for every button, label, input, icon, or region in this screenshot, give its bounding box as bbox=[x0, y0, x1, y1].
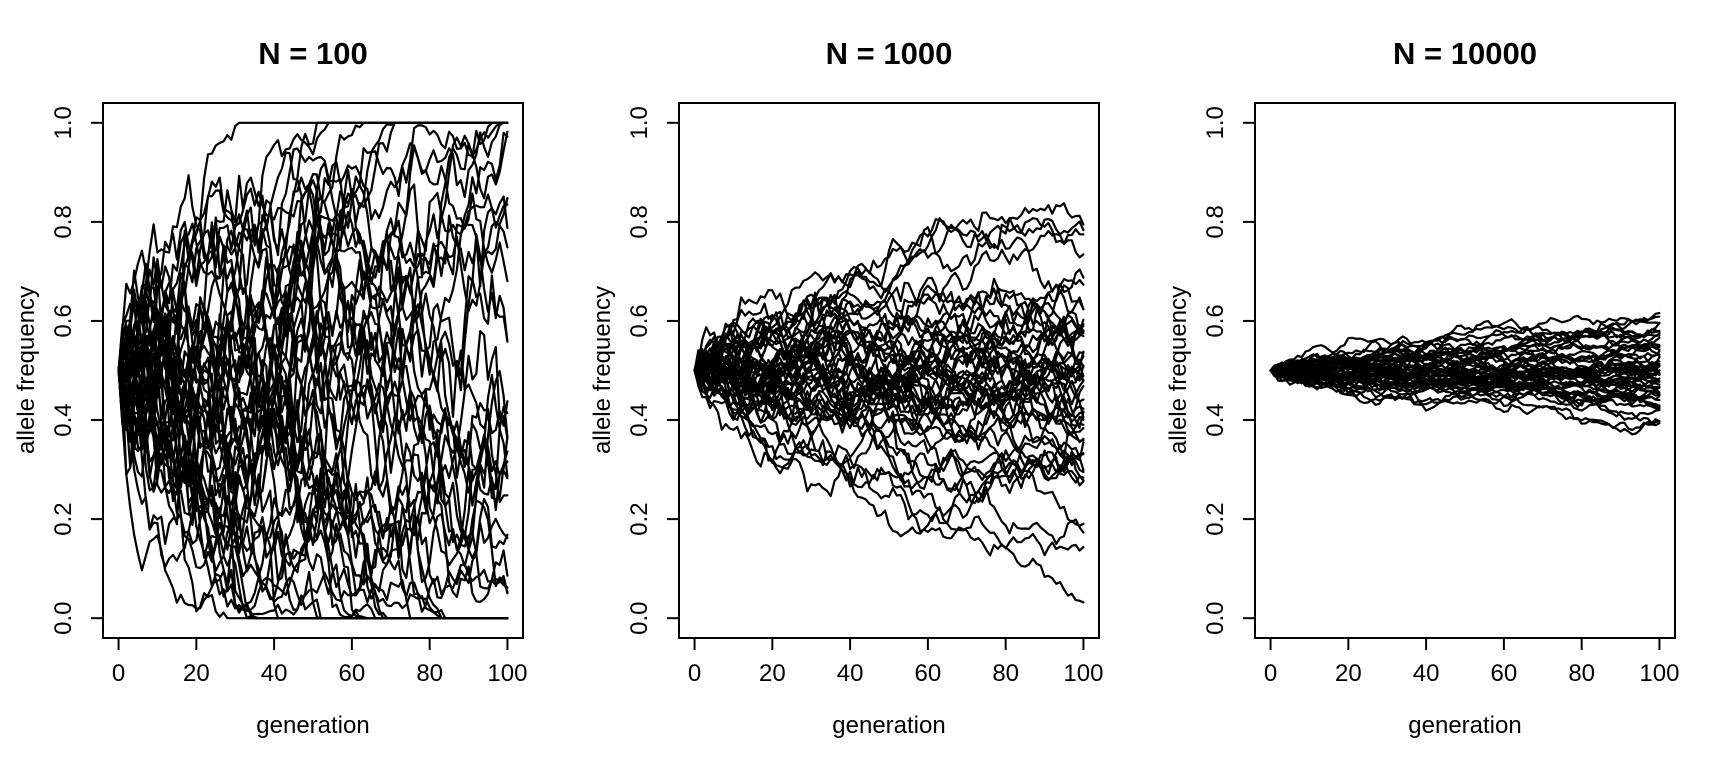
plot-box bbox=[678, 102, 1100, 639]
drift-plot-n10000: 0 20 40 60 80 100 0.0 0.2 0.4 0.6 0.8 1.0 N = 10000… bbox=[1165, 36, 1679, 739]
trajectory-line bbox=[693, 323, 1085, 437]
y-tick-label: 0.4 bbox=[626, 403, 653, 436]
trajectories-layer-0 bbox=[117, 121, 509, 620]
trajectory-line bbox=[117, 184, 509, 490]
trajectory-line bbox=[117, 214, 509, 449]
x-tick-label: 100 bbox=[487, 660, 527, 687]
x-tick-label: 40 bbox=[1413, 660, 1440, 687]
x-tick-label: 100 bbox=[1063, 660, 1103, 687]
x-tick-label: 60 bbox=[1491, 660, 1518, 687]
x-tick-label: 40 bbox=[837, 660, 864, 687]
y-tick-label: 0.2 bbox=[1202, 502, 1229, 535]
trajectory-line bbox=[693, 316, 1085, 400]
plot-box bbox=[102, 102, 524, 639]
trajectory-line bbox=[693, 317, 1085, 534]
trajectory-line bbox=[117, 197, 509, 481]
y-tick-label: 0.6 bbox=[50, 304, 77, 337]
x-tick-label: 80 bbox=[992, 660, 1019, 687]
x-tick-label: 100 bbox=[1639, 660, 1679, 687]
trajectory-line bbox=[693, 360, 1085, 443]
trajectory-line bbox=[1269, 339, 1661, 374]
trajectory-line bbox=[117, 193, 509, 439]
trajectory-line bbox=[693, 311, 1085, 467]
trajectory-line bbox=[693, 369, 1085, 504]
trajectories-layer-1 bbox=[693, 202, 1085, 604]
axes-layer-0: 0 20 40 60 80 100 0.0 0.2 0.4 0.6 0.8 1.0 bbox=[50, 102, 527, 687]
y-tick-label: 0.2 bbox=[50, 502, 77, 535]
plot-box bbox=[1254, 102, 1676, 639]
axes-layer-2: 0 20 40 60 80 100 0.0 0.2 0.4 0.6 0.8 1.0 bbox=[1202, 102, 1679, 687]
trajectory-line bbox=[117, 121, 509, 379]
panel-n-10000: 0 20 40 60 80 100 0.0 0.2 0.4 0.6 0.8 1.0 N = 10000… bbox=[1152, 0, 1728, 768]
x-tick-label: 40 bbox=[261, 660, 288, 687]
trajectory-line bbox=[693, 353, 1085, 604]
trajectory-line bbox=[1269, 357, 1661, 404]
trajectory-line bbox=[1269, 353, 1661, 389]
trajectory-line bbox=[117, 161, 509, 379]
x-tick-label: 0 bbox=[688, 660, 701, 687]
panel-n-1000: 0 20 40 60 80 100 0.0 0.2 0.4 0.6 0.8 1.0 N = 1000 … bbox=[576, 0, 1152, 768]
panel-title: N = 10000 bbox=[1393, 36, 1537, 71]
x-axis-label: generation bbox=[1408, 712, 1521, 739]
x-tick-label: 0 bbox=[1264, 660, 1277, 687]
y-axis-label: allele frequency bbox=[589, 286, 616, 454]
trajectory-line bbox=[1269, 328, 1661, 372]
drift-plot-n100: 0 20 40 60 80 100 0.0 0.2 0.4 0.6 0.8 1.0 N = 100 g… bbox=[13, 36, 527, 739]
y-tick-label: 1.0 bbox=[626, 106, 653, 139]
drift-plot-n1000: 0 20 40 60 80 1000.00.20.40.60.81.0 N = 1000 … bbox=[589, 36, 1103, 739]
y-tick-label: 0.0 bbox=[626, 601, 653, 634]
x-tick-label: 0 bbox=[112, 660, 125, 687]
trajectory-line bbox=[117, 303, 509, 612]
y-tick-label: 0.6 bbox=[1202, 304, 1229, 337]
panel-title: N = 1000 bbox=[826, 36, 953, 71]
y-tick-label: 0.8 bbox=[50, 205, 77, 238]
y-tick-label: 0.4 bbox=[1202, 403, 1229, 436]
y-axis-label: allele frequency bbox=[1165, 286, 1192, 454]
x-tick-label: 20 bbox=[1335, 660, 1362, 687]
x-axis-label: generation bbox=[256, 712, 369, 739]
trajectory-line bbox=[693, 229, 1085, 380]
x-tick-label: 20 bbox=[183, 660, 210, 687]
trajectory-line bbox=[117, 121, 509, 569]
trajectory-line bbox=[693, 369, 1085, 557]
trajectory-line bbox=[117, 294, 509, 613]
trajectory-line bbox=[1269, 311, 1661, 376]
trajectory-line bbox=[117, 294, 509, 620]
trajectory-line bbox=[693, 287, 1085, 393]
x-axis-label: generation bbox=[832, 712, 945, 739]
x-tick-label: 20 bbox=[759, 660, 786, 687]
y-tick-label: 0.2 bbox=[626, 502, 653, 535]
y-tick-label: 0.8 bbox=[626, 205, 653, 238]
x-tick-label: 60 bbox=[915, 660, 942, 687]
x-tick-label: 80 bbox=[1568, 660, 1595, 687]
y-tick-label: 0.0 bbox=[1202, 601, 1229, 634]
trajectory-line bbox=[1269, 367, 1661, 436]
trajectory-line bbox=[693, 369, 1085, 481]
trajectory-line bbox=[693, 306, 1085, 444]
y-tick-label: 0.6 bbox=[626, 304, 653, 337]
x-tick-label: 80 bbox=[416, 660, 443, 687]
panel-n-100: 0 20 40 60 80 100 0.0 0.2 0.4 0.6 0.8 1.0 N = 100 g… bbox=[0, 0, 576, 768]
axes-layer-1: 0 20 40 60 80 100 0.0 0.2 0.4 0.6 0.8 1.0 bbox=[626, 102, 1103, 687]
y-tick-label: 0.4 bbox=[50, 403, 77, 436]
trajectory-line bbox=[117, 131, 509, 490]
panel-title: N = 100 bbox=[258, 36, 367, 71]
y-tick-label: 1.0 bbox=[1202, 106, 1229, 139]
trajectory-line bbox=[693, 274, 1085, 386]
trajectory-line bbox=[693, 349, 1085, 491]
y-tick-label: 0.8 bbox=[1202, 205, 1229, 238]
trajectory-line bbox=[693, 362, 1085, 421]
trajectory-line bbox=[693, 362, 1085, 546]
y-tick-label: 0.0 bbox=[50, 601, 77, 634]
x-tick-label: 60 bbox=[339, 660, 366, 687]
trajectories-layer-2 bbox=[1269, 311, 1661, 436]
trajectory-line bbox=[693, 348, 1085, 424]
trajectory-line bbox=[693, 319, 1085, 416]
y-axis-label: allele frequency bbox=[13, 286, 40, 454]
y-tick-label: 1.0 bbox=[50, 106, 77, 139]
